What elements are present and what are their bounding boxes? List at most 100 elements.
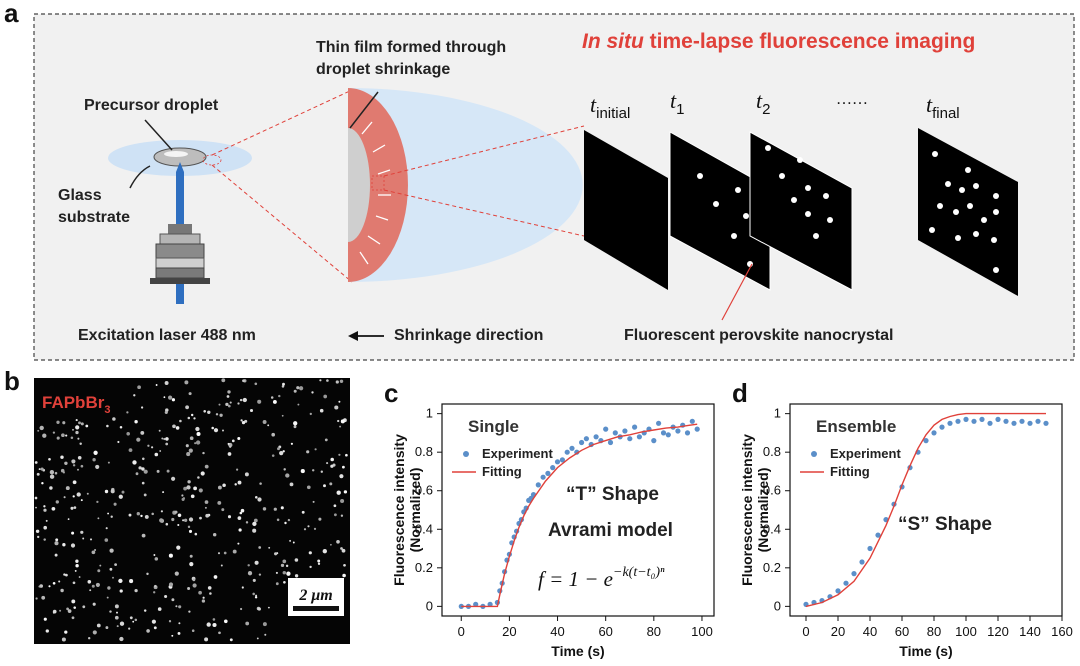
nanocrystal-dot: [333, 513, 337, 517]
frame-label-3: ……: [836, 91, 868, 108]
nanocrystal-dot: [116, 625, 119, 628]
nanocrystal-dot: [157, 607, 162, 611]
frame-label-2: t2: [756, 88, 770, 118]
nanocrystal-dot: [156, 469, 160, 473]
nanocrystal-dot: [314, 448, 317, 451]
substrate-label-1: Glass: [58, 187, 102, 204]
frame-label-base: t: [926, 92, 933, 117]
y-axis-label-2: (Normalized): [407, 468, 423, 553]
experiment-point: [963, 416, 969, 422]
nanocrystal-dot: [168, 553, 173, 558]
experiment-point: [545, 470, 551, 476]
experiment-point: [593, 434, 599, 440]
nanocrystal-dot: [339, 474, 344, 479]
nanocrystal-dot: [212, 618, 216, 621]
nanocrystal-dot: [71, 531, 75, 535]
frame-label-1: t1: [670, 88, 684, 118]
nanocrystal-dot: [271, 432, 276, 437]
nanocrystal-dot: [77, 455, 82, 460]
legend-experiment-marker: [463, 451, 469, 457]
nanocrystal-dot: [218, 403, 221, 406]
nanocrystal-dot: [197, 476, 200, 479]
experiment-point: [971, 418, 977, 424]
nanocrystal-dot: [330, 464, 334, 468]
nanocrystal-dot: [43, 538, 46, 541]
nanocrystal-dot: [188, 517, 194, 522]
nanocrystal-dot: [43, 617, 47, 621]
nanocrystal-dot: [162, 491, 165, 494]
nanocrystal-dot: [91, 550, 96, 555]
nanocrystal-dot: [87, 580, 92, 584]
nanocrystal-dot: [160, 510, 163, 513]
nanocrystal-dot: [66, 607, 69, 611]
nanocrystal-dot: [117, 440, 120, 444]
nanocrystal-dot: [114, 563, 117, 566]
nanocrystal-dot: [242, 379, 245, 383]
nanocrystal-dot: [136, 437, 141, 442]
nanocrystal-dot: [164, 410, 168, 414]
plot-frame: [441, 403, 715, 617]
experiment-point: [843, 580, 849, 586]
y-tick-label: 0.4: [415, 521, 433, 536]
nanocrystal-dot: [195, 440, 201, 445]
nanocrystal-dot: [168, 395, 173, 400]
nanocrystal-dot: [64, 630, 68, 634]
nanocrystal-dot: [104, 538, 109, 542]
nanocrystal-dot: [153, 626, 157, 630]
legend-fitting-label: Fitting: [482, 464, 522, 479]
nanocrystal-dot: [128, 513, 132, 517]
experiment-point: [632, 424, 638, 430]
scalebar-line: [293, 606, 339, 611]
experiment-point: [1019, 418, 1025, 424]
nanocrystal-dot: [204, 464, 209, 469]
nanocrystal-dot: [129, 616, 133, 620]
nanocrystal-dot: [38, 468, 41, 471]
nanocrystal-dot: [154, 584, 157, 588]
nanocrystal-dot: [153, 591, 156, 594]
nanocrystal-dot: [275, 571, 278, 574]
nanocrystal-dot: [237, 480, 242, 485]
nanocrystal-dot: [114, 604, 119, 609]
droplet-highlight: [164, 151, 188, 157]
nanocrystal-dot: [219, 413, 223, 417]
nanocrystal-dot: [257, 607, 261, 611]
experiment-point: [569, 445, 575, 451]
y-tick-label: 0: [426, 598, 433, 613]
nanocrystal-dot: [140, 430, 145, 435]
nanocrystal-dot: [198, 590, 202, 595]
nanocrystal-dot: [223, 619, 228, 624]
nanocrystal-dot: [110, 515, 113, 518]
experiment-point: [931, 430, 937, 436]
experiment-point: [535, 482, 541, 488]
nanocrystal-dot: [319, 408, 324, 413]
nanocrystal-dot: [342, 465, 345, 469]
nanocrystal-dot: [223, 551, 227, 555]
nanocrystal-dot: [330, 457, 334, 462]
nanocrystal-dot: [220, 564, 223, 567]
experiment-point: [554, 459, 561, 465]
nanocrystal-dot: [177, 631, 181, 635]
nanocrystal-dot: [176, 545, 181, 550]
y-axis-label-1: Fluorescence intensity: [391, 434, 407, 586]
nanocrystal-dot: [159, 450, 162, 452]
shrink-arrows: [359, 121, 391, 265]
nanocrystal-dot: [281, 385, 285, 388]
nanocrystal-dot: [175, 426, 180, 430]
nanocrystal-dot: [70, 543, 76, 548]
nanocrystal-dot: [256, 637, 259, 640]
frame-label-sub: initial: [596, 105, 630, 122]
x-tick-label: 100: [955, 624, 977, 639]
nanocrystal-dot: [296, 386, 300, 390]
y-axis-label-2: (Normalized): [755, 468, 771, 553]
nanocrystal-dot: [282, 570, 287, 575]
nanocrystal-dot: [213, 428, 219, 433]
nanocrystal-dot: [178, 622, 181, 625]
nanocrystal-dot: [128, 448, 133, 452]
nanocrystal-dot: [75, 559, 79, 563]
nanocrystal-dot: [274, 552, 278, 556]
nanocrystal-dot: [194, 442, 197, 445]
nanocrystal-dot: [254, 496, 258, 499]
frame-label-base: t: [590, 92, 597, 117]
nanocrystal-dot: [282, 450, 285, 453]
equation-exponent: −k(t−t₀)ⁿ: [613, 565, 665, 580]
